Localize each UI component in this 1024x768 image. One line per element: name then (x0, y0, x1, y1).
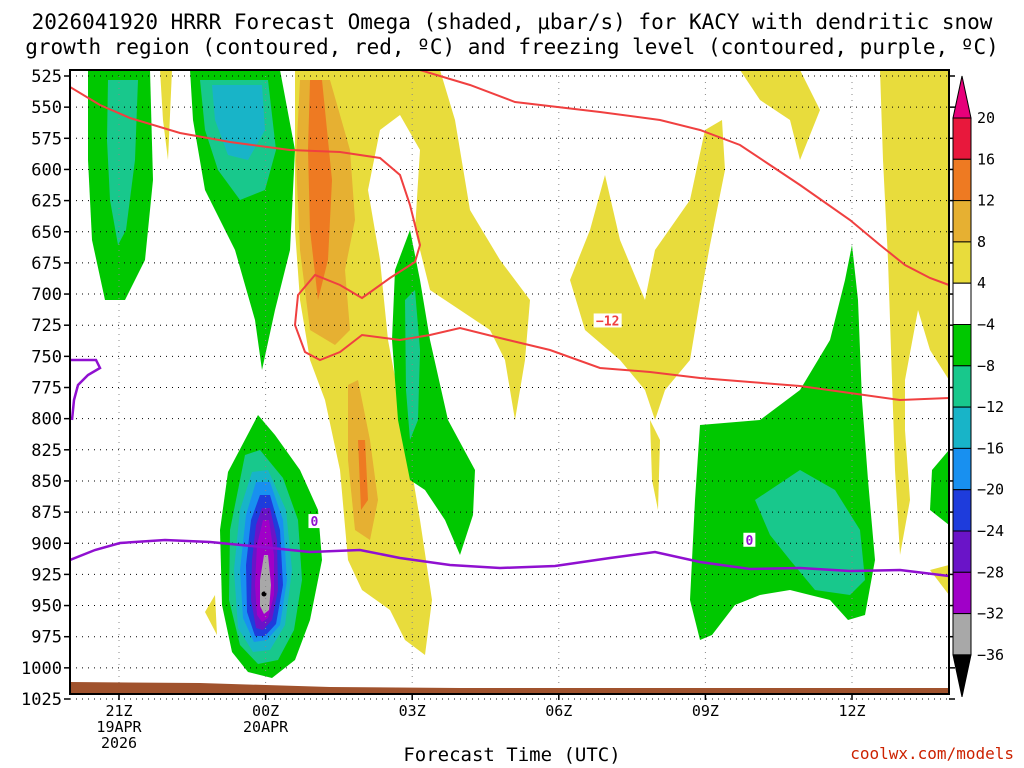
colorbar-segment (952, 530, 972, 573)
omega-shade-pos12 (358, 440, 368, 510)
contours (70, 70, 949, 578)
colorbar-label: 8 (977, 233, 986, 251)
x-tick-label: 20APR (243, 718, 289, 736)
y-tick-label: 625 (31, 192, 62, 212)
colorbar-segment (952, 117, 972, 160)
contour-labels: −12 0 0 (308, 313, 756, 549)
colorbar-label: 4 (977, 274, 986, 292)
colorbar-segment (952, 158, 972, 202)
colorbar-segment (952, 241, 972, 284)
x-tick-label: 12Z (838, 702, 865, 720)
y-tick-label: 600 (31, 160, 62, 180)
contour-label-bg (308, 514, 321, 529)
contour-label: 0 (311, 515, 319, 530)
y-tick-label: 800 (31, 410, 62, 430)
contour-label-bg (593, 313, 622, 328)
y-tick-label: 700 (31, 285, 62, 305)
y-tick-label: 575 (31, 129, 62, 149)
omega-shade-pos4 (570, 120, 725, 420)
colorbar-segment (952, 489, 972, 532)
colorbar-segment (952, 447, 972, 491)
y-tick-label: 550 (31, 98, 62, 118)
colorbar-label: −20 (977, 481, 1004, 499)
colorbar-segment (952, 571, 972, 615)
omega-shade-pos12 (308, 80, 332, 300)
colorbar-label: −28 (977, 563, 1004, 581)
colorbar: 20 16 12 8 4 −4 −8 −12 −16 −20 −24 −28 −32 −36 (952, 75, 1004, 698)
y-tick-label: 875 (31, 503, 62, 523)
chart-title-line2: growth region (contoured, red, ºC) and f… (25, 35, 999, 59)
colorbar-label: −32 (977, 605, 1004, 623)
x-tick-label: 03Z (399, 702, 426, 720)
y-tick-label: 775 (31, 379, 62, 399)
y-tick-label: 750 (31, 347, 62, 367)
colorbar-segment (952, 613, 972, 656)
colorbar-top-arrow (952, 75, 972, 119)
colorbar-label: 12 (977, 192, 995, 210)
x-tick-label: 21Z (105, 702, 132, 720)
y-tick-label: 650 (31, 223, 62, 243)
colorbar-label: −4 (977, 316, 995, 334)
y-tick-label: 925 (31, 565, 62, 585)
freezing-level-contour-left (70, 358, 102, 421)
y-tick-label: 725 (31, 316, 62, 336)
colorbar-label: −24 (977, 522, 1004, 540)
omega-shade-pos4 (740, 70, 820, 160)
colorbar-label: −36 (977, 646, 1004, 664)
colorbar-bottom-arrow (952, 654, 972, 698)
omega-shade-neg4 (930, 450, 949, 525)
grid-lines (70, 70, 949, 700)
colorbar-label: 20 (977, 109, 995, 127)
omega-shade-neg8 (107, 80, 138, 245)
x-tick-label: 09Z (692, 702, 719, 720)
omega-shading (88, 70, 949, 678)
chart-title-line1: 2026041920 HRRR Forecast Omega (shaded, … (31, 10, 993, 34)
colorbar-label: −8 (977, 357, 995, 375)
colorbar-label: −16 (977, 439, 1004, 457)
x-axis-title: Forecast Time (UTC) (403, 744, 621, 766)
colorbar-label: −12 (977, 398, 1004, 416)
colorbar-segment (952, 282, 972, 326)
x-tick-label: 06Z (545, 702, 572, 720)
omega-shade-pos4 (930, 565, 949, 595)
contour-label: 0 (745, 534, 753, 549)
y-tick-label: 525 (31, 67, 62, 87)
y-tick-label: 1025 (21, 690, 62, 710)
contour-label-bg (743, 532, 756, 547)
y-tick-label: 850 (31, 472, 62, 492)
freezing-level-contour (70, 538, 949, 578)
omega-shade-pos4 (880, 70, 949, 555)
x-tick-label: 2026 (101, 734, 137, 752)
credit-text: coolwx.com/models (850, 744, 1014, 763)
omega-shade-pos4 (650, 420, 660, 510)
terrain (70, 682, 949, 694)
colorbar-label: 16 (977, 150, 995, 168)
plot-frame (69, 69, 950, 695)
dgz-contour-lower (419, 70, 949, 286)
x-tick-label: 19APR (96, 718, 142, 736)
y-tick-label: 825 (31, 441, 62, 461)
colorbar-segment (952, 406, 972, 449)
omega-shade-pos4 (160, 70, 172, 160)
y-tick-label: 675 (31, 254, 62, 274)
colorbar-segment (952, 200, 972, 243)
colorbar-segment (952, 324, 972, 367)
y-tick-label: 950 (31, 597, 62, 617)
x-tick-label: 00Z (252, 702, 279, 720)
y-tick-label: 1000 (21, 659, 62, 679)
y-tick-label: 900 (31, 534, 62, 554)
omega-shade-neg32 (260, 555, 271, 614)
y-axis: 525 550 575 600 625 650 675 700 725 750 775 800 825 8… (21, 67, 955, 710)
contour-label: −12 (596, 314, 619, 329)
dgz-contour-upper (70, 86, 949, 402)
omega-shade-neg8 (755, 470, 865, 595)
y-tick-label: 975 (31, 628, 62, 648)
colorbar-segment (952, 365, 972, 408)
omega-shade-pos4 (205, 595, 217, 635)
